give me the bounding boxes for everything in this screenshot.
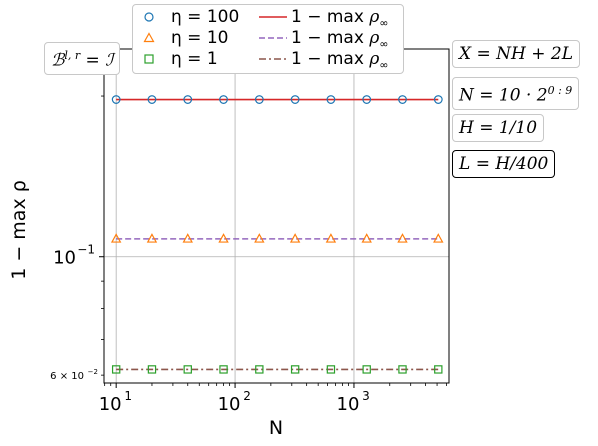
data-point-triangle xyxy=(218,233,229,243)
series-markers xyxy=(110,95,444,374)
x-tick-label: 10 xyxy=(218,394,241,415)
x-tick-label: 10 xyxy=(337,394,360,415)
y-tick-exponent: −2 xyxy=(88,368,98,376)
y-tick-exponent: −1 xyxy=(77,243,95,257)
legend-label: 1 − max xyxy=(291,28,370,48)
dashdot-line-icon xyxy=(259,58,287,60)
boundary-rest: = ℐ xyxy=(80,50,114,71)
dashed-line-icon xyxy=(259,37,287,39)
n-definition-annotation: N = 10 · 20 : 9 xyxy=(452,77,580,110)
data-point-triangle xyxy=(110,233,122,243)
data-point-triangle xyxy=(325,233,337,243)
x-tick-exponent: 3 xyxy=(362,389,370,403)
square-marker-icon xyxy=(144,54,154,64)
n-def-main: N = 10 · 2 xyxy=(459,85,548,106)
boundary-symbol: ℬ xyxy=(51,50,65,71)
data-point-square xyxy=(219,365,228,374)
data-point-triangle xyxy=(397,233,408,243)
data-point-circle xyxy=(111,95,121,104)
legend-label: 1 − max xyxy=(291,7,370,27)
data-point-circle xyxy=(398,95,407,104)
data-point-circle xyxy=(362,95,372,104)
data-point-triangle xyxy=(289,233,301,243)
x-tick-exponent: 2 xyxy=(243,389,251,403)
l-definition-annotation: L = H/400 xyxy=(452,150,556,178)
data-point-triangle xyxy=(146,233,158,243)
legend-sub: ∞ xyxy=(379,16,389,30)
legend-label: η = 100 xyxy=(171,7,240,27)
data-point-square xyxy=(147,365,157,374)
y-tick-label: 6 × 10 xyxy=(50,371,84,382)
ticks: 10 1 10 2 10 310 −16 × 10 −2 xyxy=(50,95,447,415)
legend-label: η = 10 xyxy=(171,28,229,48)
grid xyxy=(104,49,449,383)
data-point-circle xyxy=(433,95,443,104)
data-point-triangle xyxy=(433,233,444,243)
legend-rho: ρ xyxy=(369,7,380,27)
legend-rho: ρ xyxy=(369,49,380,69)
x-tick-label: 10 xyxy=(99,394,122,415)
n-def-superscript: 0 : 9 xyxy=(547,84,573,97)
data-point-circle xyxy=(219,95,228,104)
x-tick-exponent: 1 xyxy=(124,389,132,403)
legend: η = 100 η = 10 η = 1 1 − max ρ∞ 1 − max … xyxy=(132,4,404,74)
y-axis-label: 1 − max ρ xyxy=(8,180,30,280)
triangle-marker-icon xyxy=(143,32,155,43)
data-point-circle xyxy=(183,95,193,104)
h-definition-annotation: H = 1/10 xyxy=(452,114,545,142)
boundary-superscript: l, r xyxy=(64,49,81,62)
data-point-circle xyxy=(326,95,336,104)
x-definition-annotation: X = NH + 2L xyxy=(452,40,581,68)
data-point-square xyxy=(434,365,443,374)
data-point-square xyxy=(183,365,192,374)
data-point-square xyxy=(362,365,371,374)
y-tick-label: 10 xyxy=(53,248,76,269)
data-point-triangle xyxy=(254,233,265,243)
legend-label: η = 1 xyxy=(171,49,218,69)
legend-sub: ∞ xyxy=(379,58,389,72)
legend-label: 1 − max xyxy=(291,49,370,69)
data-point-circle xyxy=(147,95,157,104)
circle-marker-icon xyxy=(144,12,154,22)
data-point-triangle xyxy=(361,233,372,243)
data-point-circle xyxy=(290,95,300,104)
solid-line-icon xyxy=(259,16,287,18)
data-point-square xyxy=(111,365,121,374)
legend-rho: ρ xyxy=(369,28,380,48)
x-axis-label: N xyxy=(269,417,283,439)
series-lines xyxy=(116,98,439,371)
legend-sub: ∞ xyxy=(379,37,389,51)
boundary-annotation: ℬl, r = ℐ xyxy=(44,42,121,75)
data-point-square xyxy=(255,365,264,374)
data-point-square xyxy=(326,365,336,374)
data-point-circle xyxy=(254,95,264,104)
data-point-square xyxy=(398,365,407,374)
data-point-triangle xyxy=(182,233,193,243)
data-point-square xyxy=(290,365,300,374)
